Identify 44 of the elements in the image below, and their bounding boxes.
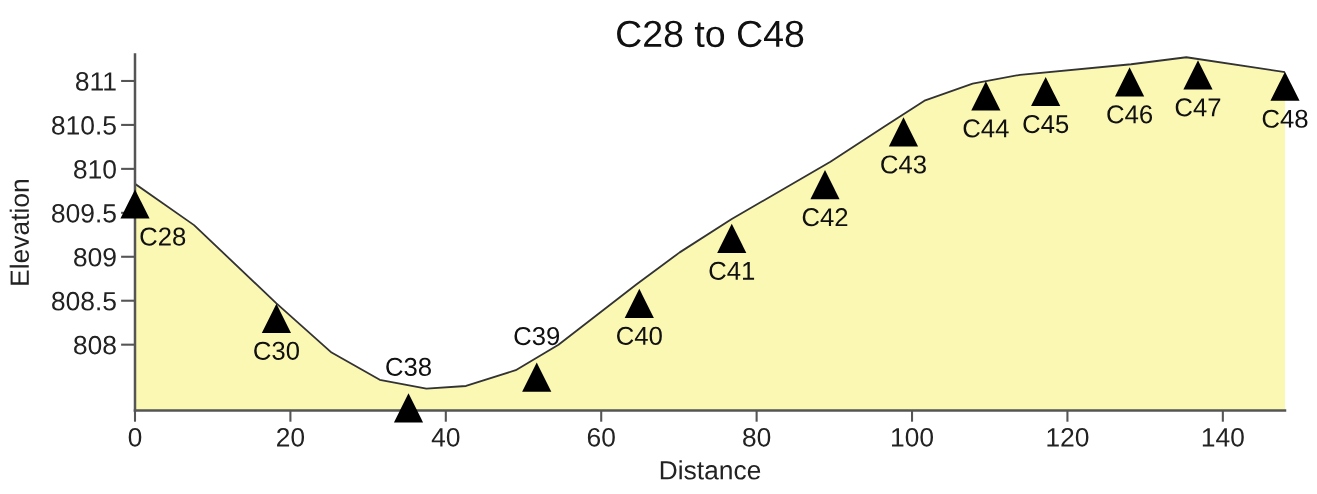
annotation: C44: [963, 119, 1009, 138]
annotation: C48: [1262, 109, 1308, 128]
x-tick-label: 140: [1202, 427, 1244, 447]
chart-title: C28 to C48: [617, 20, 804, 48]
point: [717, 223, 747, 253]
y-axis-title: Elevation: [9, 180, 30, 285]
point: [971, 81, 1001, 111]
annotation: C28: [140, 227, 186, 246]
y-tick-label: 809: [74, 247, 116, 267]
y-tick-label: 811: [76, 72, 116, 91]
annotation: C43: [881, 155, 926, 174]
annotation: C47: [1175, 98, 1221, 117]
annotation: C38: [386, 357, 431, 376]
point: [624, 288, 654, 318]
point: [1270, 71, 1300, 101]
x-tick-label: 40: [431, 427, 460, 447]
annotation: C39: [514, 327, 560, 346]
x-tick-label: 60: [587, 427, 615, 447]
x-tick-label: 0: [128, 427, 142, 447]
y-tick-label: 808: [74, 335, 116, 355]
x-axis-title: Distance: [660, 460, 761, 480]
y-tick-label: 810: [74, 160, 116, 179]
point: [261, 303, 291, 333]
annotation: C40: [617, 326, 662, 345]
point: [120, 189, 150, 219]
point: [1031, 76, 1061, 107]
point: [888, 117, 919, 147]
point: [1115, 67, 1145, 97]
annotation: C45: [1023, 114, 1069, 134]
y-tick-label: 809.5: [52, 203, 116, 223]
x-tick-label: 120: [1047, 427, 1089, 447]
point: [393, 393, 424, 423]
annotation: C41: [709, 261, 755, 280]
x-tick-label: 20: [277, 427, 305, 447]
point: [1183, 60, 1213, 90]
x-tick-label: 100: [892, 427, 934, 447]
point: [810, 170, 840, 200]
annotation: C46: [1107, 105, 1153, 124]
y-tick-label: 810.5: [52, 116, 116, 135]
y-tick-label: 808.5: [52, 291, 116, 311]
annotation: C30: [254, 341, 299, 360]
x-tick-label: 80: [743, 427, 771, 447]
annotation: C42: [802, 208, 848, 227]
point: [522, 362, 552, 392]
